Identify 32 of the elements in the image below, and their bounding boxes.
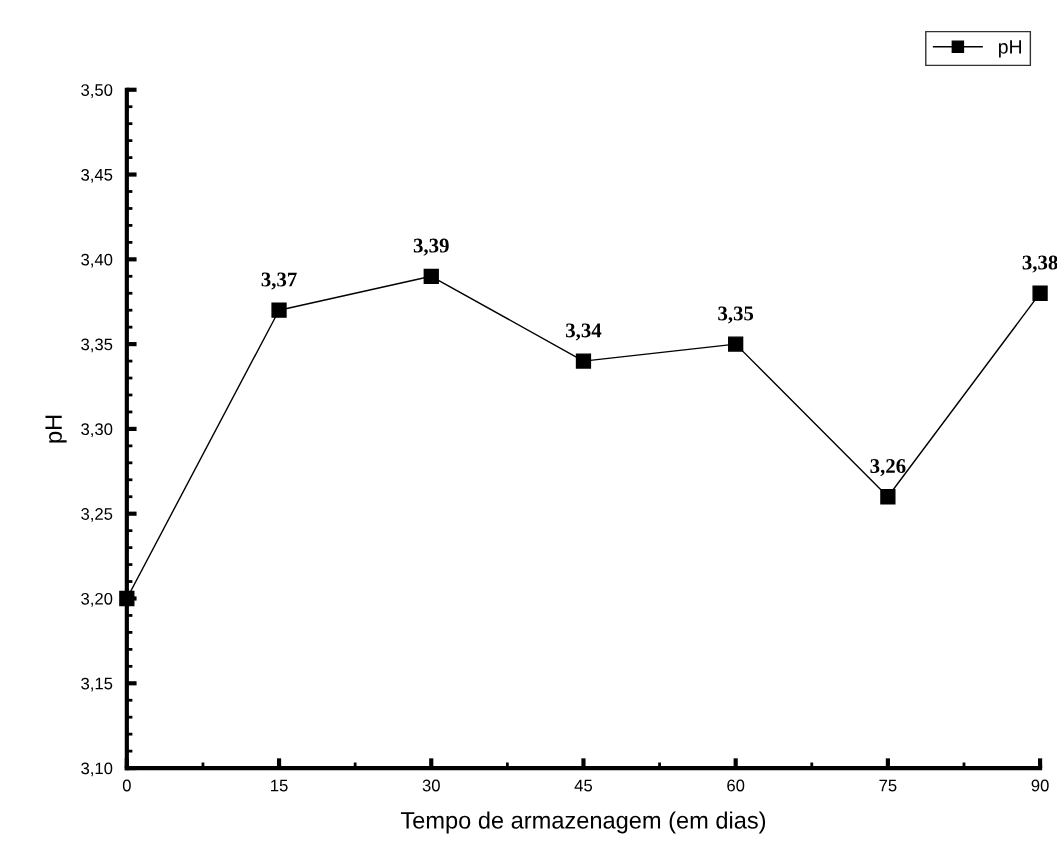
y-tick-label: 3,30 <box>81 423 113 438</box>
data-label: 3,34 <box>566 323 602 341</box>
y-axis-title: pH <box>45 415 67 443</box>
x-axis-title: Tempo de armazenagem (em dias) <box>400 811 766 834</box>
y-tick-label: 3,45 <box>81 168 113 183</box>
data-label: 3,35 <box>718 306 754 324</box>
x-tick-label: 0 <box>122 779 131 792</box>
x-tick-label: 45 <box>574 779 593 792</box>
point <box>1032 285 1048 301</box>
x-tick-label: 15 <box>271 779 288 792</box>
y-tick-label: 3,20 <box>81 592 113 607</box>
y-tick-label: 3,15 <box>81 677 113 692</box>
point <box>423 268 439 284</box>
data-label: 3,37 <box>261 272 297 290</box>
x-tick-label: 75 <box>879 779 897 792</box>
point <box>119 590 135 607</box>
data-label: 3,26 <box>870 459 906 477</box>
y-tick-label: 3,50 <box>81 84 113 98</box>
y-tick-label: 3,10 <box>81 762 113 777</box>
x-tick-label: 30 <box>422 779 440 792</box>
x-tick-label: 60 <box>727 779 745 792</box>
y-tick-label: 3,35 <box>81 338 113 353</box>
data-label: 3,38 <box>1022 255 1057 273</box>
point <box>575 353 592 369</box>
y-tick-label: 3,25 <box>81 508 113 522</box>
legend-label: pH <box>998 40 1021 58</box>
point <box>271 302 287 318</box>
point <box>880 489 896 505</box>
y-tick-label: 3,40 <box>81 253 113 268</box>
x-tick-label: 90 <box>1031 779 1049 792</box>
point <box>728 336 744 352</box>
data-label: 3,39 <box>413 238 449 256</box>
